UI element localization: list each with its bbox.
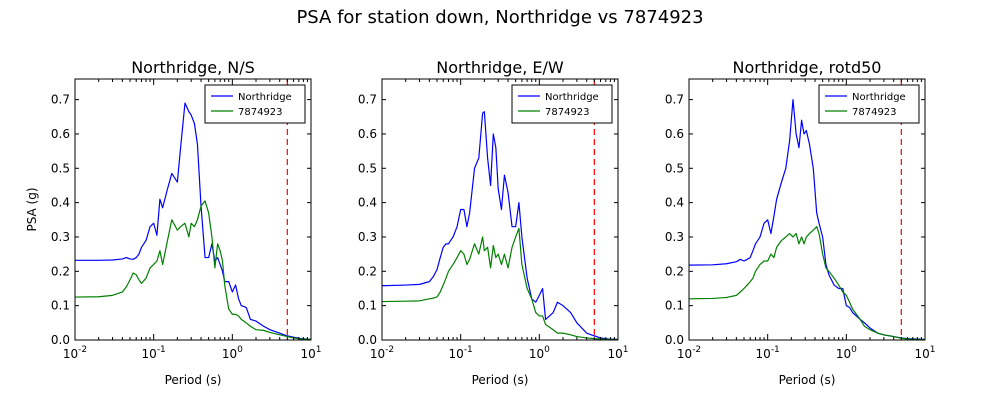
y-tick-label: 0.4 — [665, 196, 684, 210]
x-tick-label: 10-1 — [449, 345, 473, 361]
subplot-title: Northridge, rotd50 — [733, 58, 882, 77]
x-tick-label: 10-2 — [677, 345, 701, 361]
axes-frame — [74, 78, 312, 341]
y-tick-label: 0.2 — [665, 264, 684, 278]
legend-frame — [511, 84, 613, 124]
x-tick-label: 10-1 — [756, 345, 780, 361]
legend-entry: 7874923 — [238, 107, 283, 118]
y-axis-label: PSA (g) — [25, 187, 39, 231]
y-tick-label: 0.5 — [665, 161, 684, 175]
x-tick-label: 100 — [836, 345, 857, 361]
subplot-3: Northridge, rotd50 0.0 0.1 0.2 0.3 0.4 0.5 0.6 0… — [665, 58, 936, 387]
series-line-7874923 — [689, 226, 925, 340]
subplot-1: Northridge, N/S 0.0 0.1 0.2 0.3 0.4 0.5 0.6 0.7 1… — [25, 58, 322, 387]
legend-entry: 7874923 — [545, 107, 590, 118]
legend: Northridge 7874923 — [204, 84, 306, 124]
series-group — [75, 102, 311, 340]
subplot-title: Northridge, N/S — [131, 58, 255, 77]
x-tick-label: 100 — [222, 345, 243, 361]
y-tick-label: 0.0 — [358, 333, 377, 347]
x-tick-label: 10-1 — [142, 345, 166, 361]
x-axis-label: Period (s) — [472, 373, 529, 387]
y-tick-label: 0.6 — [358, 127, 377, 141]
legend-frame — [818, 84, 920, 124]
figure-suptitle: PSA for station down, Northridge vs 7874… — [296, 7, 703, 28]
legend-entry: 7874923 — [852, 107, 897, 118]
y-tick-label: 0.3 — [665, 230, 684, 244]
y-tick-label: 0.7 — [51, 93, 70, 107]
y-tick-label: 0.6 — [665, 127, 684, 141]
x-axis-label: Period (s) — [165, 373, 222, 387]
series-line-northridge — [689, 99, 925, 340]
y-tick-label: 0.1 — [358, 299, 377, 313]
legend-entry: Northridge — [545, 92, 599, 103]
y-tick-label: 0.5 — [51, 161, 70, 175]
legend-frame — [204, 84, 306, 124]
series-group — [382, 111, 618, 340]
x-axis-label: Period (s) — [779, 373, 836, 387]
y-tick-label: 0.4 — [358, 196, 377, 210]
y-tick-label: 0.7 — [358, 93, 377, 107]
y-tick-label: 0.6 — [51, 127, 70, 141]
series-line-northridge — [382, 111, 618, 340]
y-tick-label: 0.1 — [665, 299, 684, 313]
legend: Northridge 7874923 — [511, 84, 613, 124]
y-tick-label: 0.5 — [358, 161, 377, 175]
y-tick-label: 0.3 — [51, 230, 70, 244]
legend-entry: Northridge — [852, 92, 906, 103]
x-tick-label: 101 — [607, 345, 628, 361]
series-line-7874923 — [75, 200, 311, 340]
series-line-7874923 — [382, 227, 618, 340]
axes-frame — [688, 78, 926, 341]
y-tick-label: 0.3 — [358, 230, 377, 244]
x-tick-label: 10-2 — [370, 345, 394, 361]
series-line-northridge — [75, 102, 311, 340]
legend-entry: Northridge — [238, 92, 292, 103]
y-tick-label: 0.1 — [51, 299, 70, 313]
y-tick-label: 0.0 — [51, 333, 70, 347]
y-tick-label: 0.2 — [51, 264, 70, 278]
x-tick-label: 100 — [529, 345, 550, 361]
axes-frame — [381, 78, 619, 341]
y-tick-label: 0.2 — [358, 264, 377, 278]
y-tick-label: 0.4 — [51, 196, 70, 210]
x-tick-label: 10-2 — [63, 345, 87, 361]
series-group — [689, 99, 925, 340]
subplot-2: Northridge, E/W 0.0 0.1 0.2 0.3 0.4 0.5 0.6 0.7 1… — [358, 58, 629, 387]
subplot-title: Northridge, E/W — [436, 58, 564, 77]
x-tick-label: 101 — [914, 345, 935, 361]
legend: Northridge 7874923 — [818, 84, 920, 124]
y-tick-label: 0.7 — [665, 93, 684, 107]
x-tick-label: 101 — [300, 345, 321, 361]
y-tick-label: 0.0 — [665, 333, 684, 347]
